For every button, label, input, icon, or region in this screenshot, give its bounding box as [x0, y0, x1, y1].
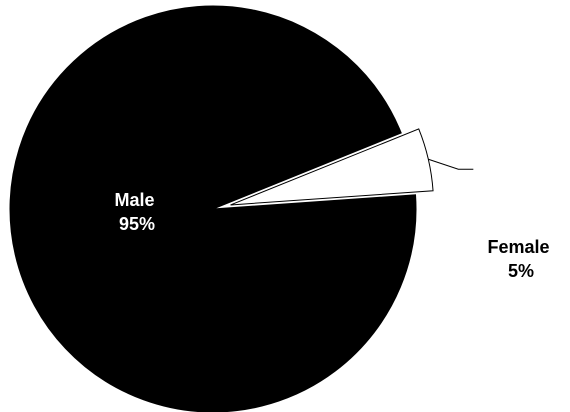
female-label-name: Female — [487, 237, 549, 257]
leader-line-female — [428, 158, 474, 170]
pie-slice-female — [230, 128, 434, 206]
female-label: Female 5% — [487, 237, 554, 281]
male-label: Male 95% — [114, 190, 159, 234]
female-label-value: 5% — [508, 261, 534, 281]
male-label-name: Male — [114, 190, 154, 210]
pie-slice-male — [9, 5, 417, 412]
leader-lines — [428, 158, 474, 170]
male-label-value: 95% — [119, 214, 155, 234]
pie-slices — [9, 5, 434, 412]
